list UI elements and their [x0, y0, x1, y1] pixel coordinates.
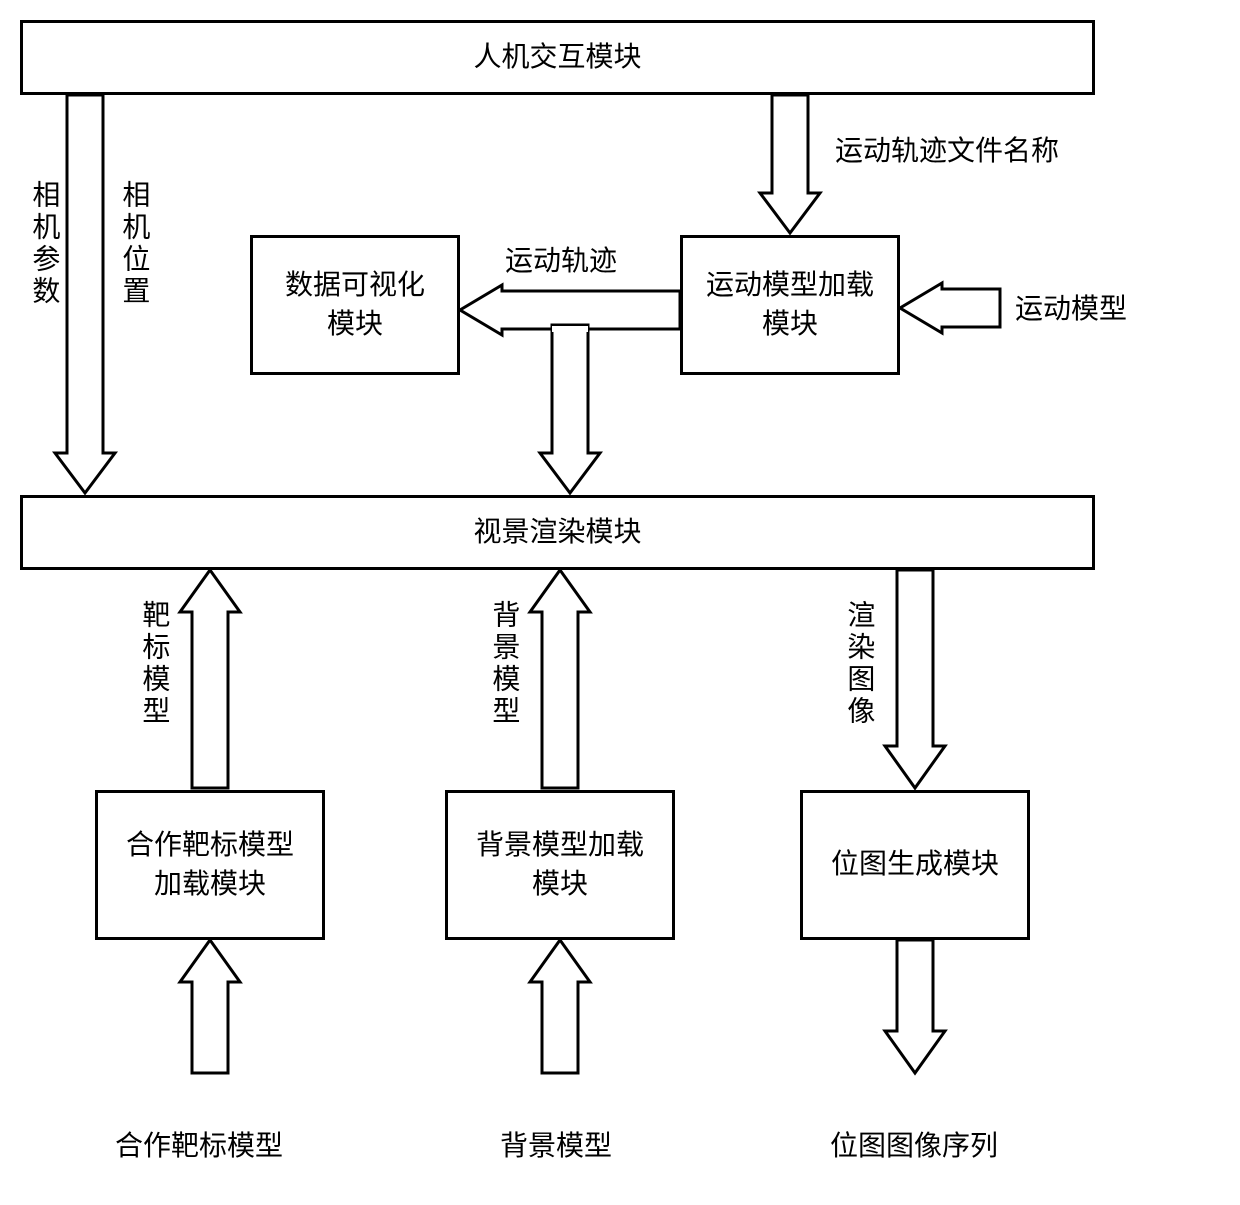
- arrow-coop-in: [180, 940, 256, 1075]
- node-dataviz-label: 数据可视化模块: [285, 266, 425, 344]
- arrow-traj-to-render: [540, 325, 616, 495]
- t-joint-patch: [552, 326, 588, 332]
- node-render: 视景渲染模块: [20, 495, 1095, 570]
- label-bg-model: 背景模型: [485, 600, 521, 728]
- arrow-bg-to-render: [530, 570, 606, 790]
- label-target-model: 靶标模型: [135, 600, 171, 728]
- label-cam-params: 相机参数: [25, 180, 61, 308]
- label-render-image: 渲染图像: [840, 600, 876, 728]
- label-coop-target: 合作靶标模型: [115, 1130, 283, 1164]
- label-bg-model-in: 背景模型: [500, 1130, 612, 1164]
- label-motion-traj: 运动轨迹: [505, 245, 617, 279]
- label-motion-model: 运动模型: [1015, 293, 1127, 327]
- node-render-label: 视景渲染模块: [473, 513, 641, 552]
- arrow-render-to-bitmap: [885, 570, 961, 790]
- node-dataviz: 数据可视化模块: [250, 235, 460, 375]
- arrow-bitmap-out: [885, 940, 961, 1075]
- node-bitmap-label: 位图生成模块: [831, 845, 999, 884]
- label-bitmap-seq: 位图图像序列: [830, 1130, 998, 1164]
- node-bgload-label: 背景模型加载模块: [476, 826, 644, 904]
- node-hci: 人机交互模块: [20, 20, 1095, 95]
- node-bgload: 背景模型加载模块: [445, 790, 675, 940]
- node-motionload: 运动模型加载模块: [680, 235, 900, 375]
- node-targetload: 合作靶标模型加载模块: [95, 790, 325, 940]
- node-bitmap: 位图生成模块: [800, 790, 1030, 940]
- node-motionload-label: 运动模型加载模块: [706, 266, 874, 344]
- arrow-target-to-render: [180, 570, 256, 790]
- arrow-bg-in: [530, 940, 606, 1075]
- arrow-model-to-motion: [900, 283, 1000, 333]
- label-cam-position: 相机位置: [115, 180, 151, 308]
- node-targetload-label: 合作靶标模型加载模块: [126, 826, 294, 904]
- label-motion-file: 运动轨迹文件名称: [835, 135, 1059, 169]
- diagram-canvas: 人机交互模块 数据可视化模块 运动模型加载模块 视景渲染模块 合作靶标模型加载模…: [0, 0, 1240, 1205]
- node-hci-label: 人机交互模块: [473, 38, 641, 77]
- arrow-hci-to-motion: [760, 95, 836, 235]
